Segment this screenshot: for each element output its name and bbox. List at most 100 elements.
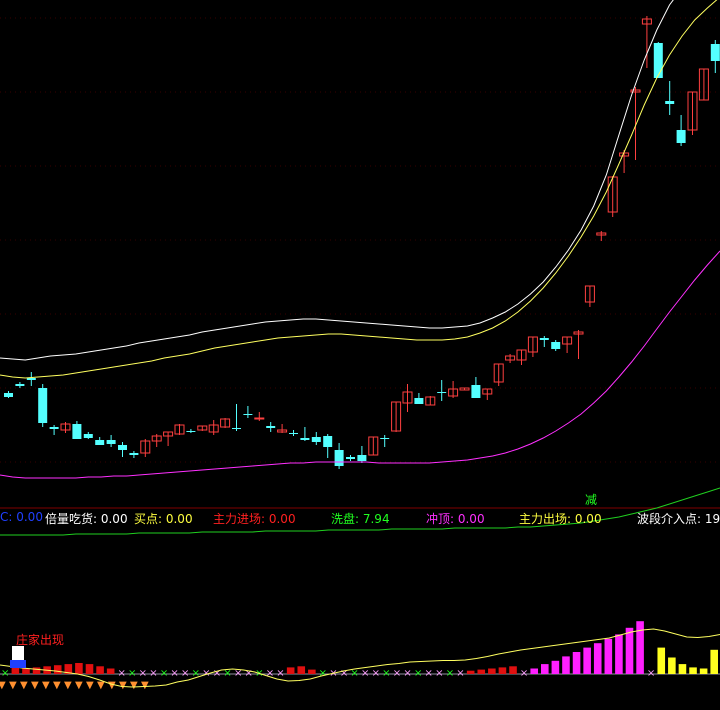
histogram-bar [710, 649, 718, 674]
candle-body [414, 398, 424, 404]
candle-body [505, 355, 516, 361]
cross-marker: × [456, 668, 464, 679]
moving-averages [0, 0, 720, 536]
candle-body [15, 384, 25, 386]
histogram-bar [75, 663, 83, 674]
ma-green-line [0, 487, 720, 536]
candles [4, 16, 720, 469]
histogram-bar [636, 621, 644, 674]
histogram-bar [572, 652, 581, 674]
diamond-marker: ▼ [75, 680, 83, 691]
candle-body [186, 431, 196, 432]
candle-body [254, 417, 265, 420]
candle-body [584, 285, 595, 303]
candle-body [26, 378, 36, 380]
candle-body [653, 43, 663, 78]
candle-body [380, 438, 390, 439]
indicator-label: 波段介入点: 19. [637, 512, 720, 526]
candle-body [391, 401, 402, 432]
candle-body [368, 436, 379, 456]
cross-marker: × [350, 668, 358, 679]
histogram-bar [593, 643, 602, 674]
diamond-marker: ▼ [97, 680, 105, 691]
cross-marker: × [192, 668, 200, 679]
candle-body [630, 89, 641, 93]
candle-body [357, 455, 367, 461]
histogram-bar [541, 664, 549, 674]
lower-line [0, 628, 720, 688]
lower-label: 庄家出现 [16, 632, 64, 647]
diamond-marker: ▼ [20, 680, 28, 691]
candle-body [277, 429, 288, 433]
cross-marker: × [234, 668, 242, 679]
candle-body [573, 331, 584, 335]
diamond-marker: ▼ [53, 680, 61, 691]
candle-body [289, 433, 298, 434]
candle-body [140, 440, 151, 454]
histogram-bar [53, 665, 62, 674]
histogram-bar [615, 634, 623, 674]
candle-body [49, 427, 59, 429]
histogram-bar [583, 647, 591, 674]
cross-marker: × [149, 668, 157, 679]
candle-body [437, 392, 447, 393]
histogram-bar [498, 667, 507, 674]
diamond-marker: ▼ [9, 680, 17, 691]
ma-magenta-line [0, 250, 720, 479]
candle-body [516, 349, 527, 361]
candle-body [266, 426, 276, 428]
candle-body [163, 431, 174, 437]
cross-marker: × [160, 668, 168, 679]
candle-body [687, 91, 698, 131]
histogram-bar [106, 668, 115, 674]
candle-body [459, 387, 470, 391]
lower-blue-block [10, 660, 26, 668]
cross-marker: × [393, 668, 401, 679]
histogram-bar [625, 627, 634, 674]
cross-marker: × [382, 668, 390, 679]
candle-body [562, 336, 573, 345]
candle-body [60, 423, 71, 431]
ma-yellow-line [0, 0, 718, 379]
candle-body [448, 388, 459, 397]
histogram-bar [699, 668, 708, 674]
histogram-bar [297, 666, 306, 674]
histogram-bar [689, 667, 697, 674]
candle-body [72, 424, 82, 439]
cross-marker: × [372, 668, 380, 679]
grid-lines [0, 17, 720, 509]
candle-body [232, 428, 241, 429]
candle-body [493, 363, 504, 383]
histogram-bar [604, 638, 613, 674]
indicator-label: 倍量吃货: 0.00 [45, 512, 128, 526]
cross-marker: × [223, 668, 231, 679]
indicator-label: 主力进场: 0.00 [213, 512, 296, 526]
cross-marker: × [361, 668, 369, 679]
histogram-bar [85, 664, 94, 674]
candle-body [151, 435, 162, 442]
cross-marker: × [117, 668, 125, 679]
candle-body [676, 130, 686, 143]
candle-body [174, 424, 185, 435]
histogram-bar [668, 657, 676, 674]
cross-marker: × [647, 668, 655, 679]
histogram-bar [488, 668, 496, 674]
diamond-marker: ▼ [130, 680, 138, 691]
candle-body [596, 232, 607, 236]
cross-marker: × [170, 668, 178, 679]
cross-marker: × [213, 668, 221, 679]
histogram-bar [551, 660, 560, 674]
cross-marker: × [245, 668, 253, 679]
cross-marker: × [181, 668, 189, 679]
cross-marker: × [202, 668, 210, 679]
cross-marker: × [276, 668, 284, 679]
candle-body [220, 418, 231, 428]
candle-body [197, 425, 208, 431]
diamond-marker: ▼ [108, 680, 116, 691]
ma-white-line [0, 0, 674, 361]
diamond-marker: ▼ [64, 680, 72, 691]
candle-body [641, 18, 652, 25]
candle-body [129, 453, 139, 455]
cross-marker: × [446, 668, 454, 679]
candle-body [402, 391, 413, 404]
